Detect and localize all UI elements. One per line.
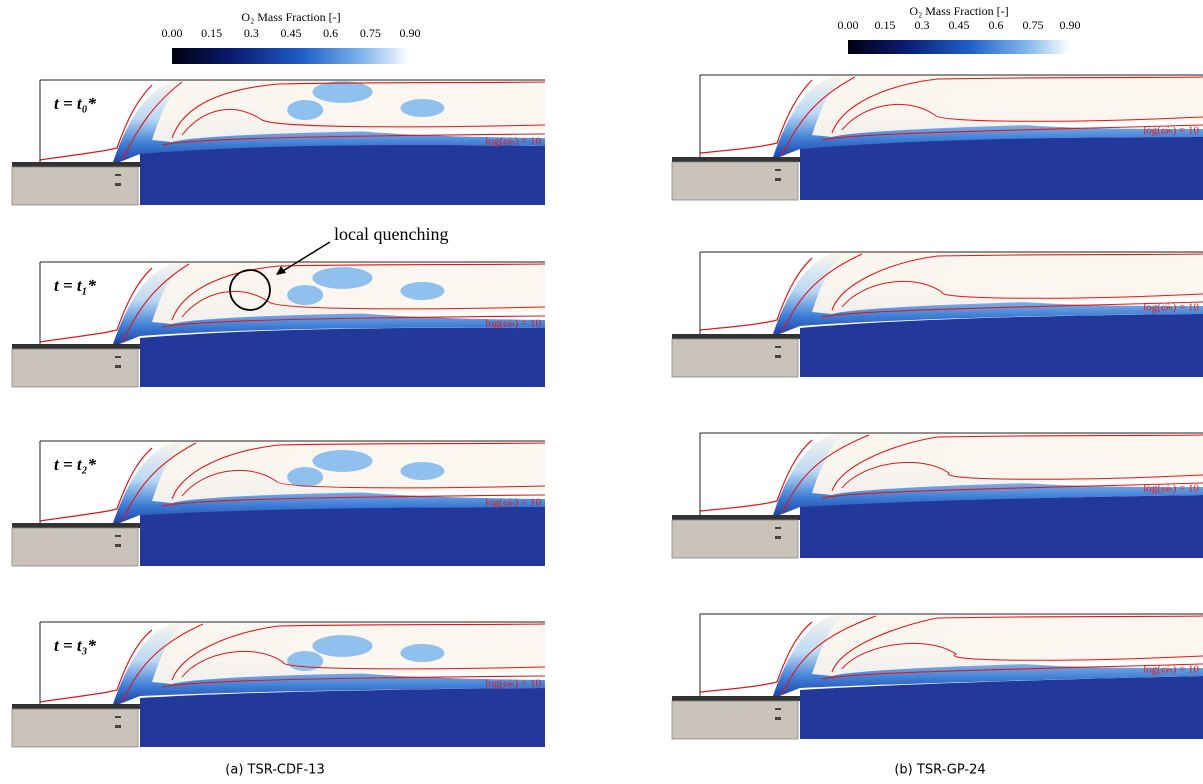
colorbar-tick-label: 0.15 [201,26,222,40]
oxidizer-pocket [400,644,444,662]
oxidizer-region [140,688,545,747]
oxidizer-pocket [287,285,323,305]
splitter-plate [672,334,800,339]
colorbar-tick-label: 0.6 [323,26,338,40]
oxidizer-region [140,145,545,205]
colorbar-tick-label: 0.75 [1023,18,1044,32]
nozzle-mark [115,725,121,728]
splitter-plate [672,157,800,162]
nozzle-mark [775,169,781,171]
time-label: t = t₁* [54,276,97,295]
oxidizer-pocket [312,450,372,472]
oxidizer-pocket [312,635,372,657]
colorbar [172,48,410,64]
nozzle-mark [775,355,781,358]
flow-field: log(ω̇ₕ) = 10 [672,75,1203,200]
time-label: t = t₀* [54,94,97,113]
nozzle-mark [775,527,781,529]
contour-label: log(ω̇ₕ) = 10 [1143,664,1199,676]
time-label: t = t₃* [54,636,97,655]
colorbar-tick-label: 0.45 [281,26,302,40]
nozzle-mark [775,717,781,720]
nozzle-mark [775,708,781,710]
splitter-plate [672,696,800,701]
colorbar-title: O₂ Mass Fraction [-] [241,10,340,24]
oxidizer-pocket [400,99,444,117]
nozzle-mark [115,716,121,718]
nozzle-mark [115,356,121,358]
flow-field: log(ω̇ₕ) = 10 [672,614,1203,739]
splitter-plate [672,515,800,520]
flow-field: t = t₁* log(ω̇ₕ) = 10 [12,262,545,387]
contour-label: log(ω̇ₕ) = 10 [485,318,541,330]
colorbar-tick-label: 0.90 [1060,18,1081,32]
colorbar-tick-label: 0.6 [989,18,1004,32]
splitter-plate [12,523,140,528]
nozzle-mark [775,178,781,181]
colorbar-tick-label: 0.3 [915,18,930,32]
caption: (a) TSR-CDF-13 [225,763,324,778]
oxidizer-region [800,137,1203,200]
contour-label: log(ω̇ₕ) = 10 [1143,483,1199,495]
figure: O₂ Mass Fraction [-] 0.00 0.15 0.3 0.45 0.6 0.… [0,0,1203,784]
oxidizer-region [140,328,545,387]
oxidizer-pocket [287,651,323,671]
contour-label: log(ω̇ₕ) = 10 [1143,302,1199,314]
colorbar-tick-label: 0.00 [838,18,859,32]
nozzle-mark [775,346,781,348]
colorbar-title: O₂ Mass Fraction [-] [909,4,1008,18]
nozzle-mark [115,183,121,186]
oxidizer-pocket [312,267,372,289]
flow-field: t = t₀* log(ω̇ₕ) = 10 [12,80,545,205]
flow-field: log(ω̇ₕ) = 10 [672,252,1203,377]
oxidizer-pocket [400,282,444,300]
flow-field: log(ω̇ₕ) = 10 [672,433,1203,558]
colorbar-tick-label: 0.15 [875,18,896,32]
nozzle-mark [115,544,121,547]
oxidizer-region [140,507,545,566]
nozzle-mark [115,535,121,537]
flow-field: t = t₃* log(ω̇ₕ) = 10 [12,622,545,747]
contour-label: log(ω̇ₕ) = 10 [485,497,541,509]
colorbar-tick-label: 0.45 [949,18,970,32]
colorbar-tick-label: 0.90 [400,26,421,40]
contour-label: log(ω̇ₕ) = 10 [485,136,541,148]
nozzle-mark [115,365,121,368]
page: {"panels": [ {"colorbar": {"title": "O₂ … [0,0,1203,784]
colorbar [848,40,1070,54]
colorbar-tick-label: 0.00 [162,26,183,40]
contour-label: log(ω̇ₕ) = 10 [485,678,541,690]
colorbar-tick-label: 0.75 [360,26,381,40]
oxidizer-pocket [400,462,444,480]
annotation: local quenching [334,224,448,244]
flow-field: t = t₂* log(ω̇ₕ) = 10 [12,441,545,566]
oxidizer-region [800,495,1203,558]
colorbar-tick-label: 0.3 [244,26,259,40]
oxidizer-pocket [312,81,372,103]
caption: (b) TSR-GP-24 [894,763,985,778]
time-label: t = t₂* [54,455,97,474]
nozzle-mark [775,536,781,539]
oxidizer-pocket [287,100,323,120]
splitter-plate [12,344,140,349]
nozzle-mark [115,174,121,176]
splitter-plate [12,162,140,167]
oxidizer-pocket [287,467,323,487]
contour-label: log(ω̇ₕ) = 10 [1143,125,1199,137]
splitter-plate [12,704,140,709]
